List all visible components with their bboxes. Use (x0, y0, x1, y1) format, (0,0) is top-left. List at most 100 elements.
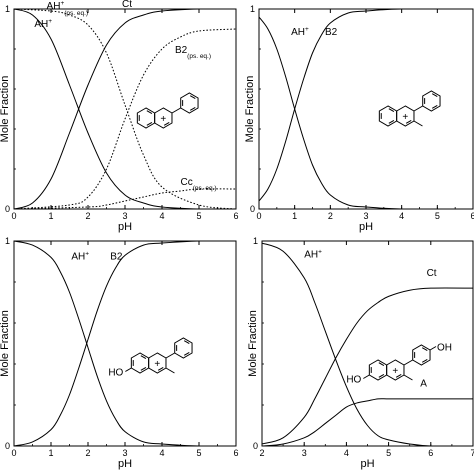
series-label: B2 (325, 27, 338, 38)
series-label-text: AH (291, 27, 305, 38)
y-tick-label: 1 (253, 236, 258, 246)
double-bond (189, 95, 196, 100)
7-4'-dihydroxy-3-methylflavylium-icon: + HO OH (346, 343, 452, 386)
x-tick-label: 4 (159, 211, 164, 221)
series-line-ah- (14, 241, 236, 446)
series-label: AH+ (34, 18, 52, 30)
series-line-cc-ps-eq- (14, 188, 236, 209)
bond (165, 367, 175, 374)
x-tick-label: 5 (196, 211, 201, 221)
series-label-text: Ct (427, 268, 437, 279)
x-axis-title: pH (359, 221, 373, 233)
series-label: AH+ (291, 26, 309, 38)
3-methylflavylium-icon: + (378, 90, 441, 127)
double-bond (431, 93, 438, 98)
x-tick-label: 2 (85, 211, 90, 221)
series-label: Ct (122, 0, 132, 10)
y-tick-label: 0 (253, 441, 258, 451)
double-bond (421, 347, 428, 352)
x-tick-label: 7 (470, 448, 474, 458)
y-axis-title: Mole Fraction (0, 310, 11, 377)
x-tick-label: 2 (328, 211, 333, 221)
series-label-sup: + (305, 26, 309, 33)
ring (422, 90, 441, 112)
x-tick-label: 1 (48, 211, 53, 221)
y-tick-label: 1 (5, 236, 10, 246)
hydroxy-label: OH (437, 343, 452, 354)
series-label: Cc(ps. eq.) (181, 177, 217, 192)
series-label-text: B2 (175, 45, 188, 56)
x-tick-label: 2 (259, 448, 264, 458)
series-line-b2 (14, 241, 236, 446)
bond (171, 107, 181, 114)
bond (165, 352, 175, 359)
double-bond (157, 366, 164, 371)
y-axis-title: Mole Fraction (247, 310, 259, 377)
series-label: B2 (110, 251, 123, 262)
double-bond (183, 351, 190, 356)
x-tick-label: 3 (122, 211, 127, 221)
series-line-a (262, 398, 473, 446)
series-label-sub: (ps. eq.) (187, 53, 211, 60)
x-tick-label: 6 (428, 448, 433, 458)
series-line-ah- (259, 16, 473, 209)
series-label-sup: + (85, 250, 89, 257)
series-line-ah- (262, 242, 473, 446)
y-axis-title: Mole Fraction (0, 76, 11, 143)
x-tick-label: 3 (122, 448, 127, 458)
x-tick-label: 6 (233, 211, 238, 221)
x-axis-title: pH (118, 221, 132, 233)
series-label: B2(ps. eq.) (175, 45, 211, 60)
series-label: AH+ (304, 248, 322, 260)
series-label-text: Cc (181, 177, 193, 188)
series-label: AH+ (71, 250, 89, 262)
double-bond (395, 373, 402, 378)
y-tick-label: 0 (250, 204, 255, 214)
x-tick-label: 1 (48, 448, 53, 458)
series-label-text: AH (34, 19, 48, 30)
ring (412, 344, 431, 366)
ring (180, 92, 199, 114)
ring (130, 352, 150, 374)
ring (378, 105, 398, 127)
x-tick-label: 4 (159, 448, 164, 458)
series-label-sup: + (60, 0, 64, 7)
y-tick-label: 1 (5, 4, 10, 14)
x-tick-label: 1 (292, 211, 297, 221)
series-line-ah- (14, 9, 236, 209)
x-tick-label: 0 (11, 448, 16, 458)
double-bond (431, 104, 438, 109)
series-label-sub: (ps. eq.) (193, 185, 217, 192)
y-tick-label: 0 (5, 204, 10, 214)
series-label-sup: + (318, 248, 322, 255)
series-label-sup: + (48, 18, 52, 25)
x-tick-label: 0 (11, 211, 16, 221)
bond (413, 120, 423, 127)
series-label-text: A (420, 379, 427, 390)
x-tick-label: 2 (85, 448, 90, 458)
x-tick-label: 6 (470, 211, 474, 221)
ring (174, 337, 193, 359)
y-tick-label: 0 (5, 441, 10, 451)
double-bond (146, 121, 153, 126)
x-tick-label: 4 (344, 448, 349, 458)
double-bond (388, 119, 395, 124)
plot-frame (13, 240, 237, 447)
x-tick-label: 5 (386, 448, 391, 458)
plot-frame (258, 8, 474, 210)
double-bond (183, 340, 190, 345)
bond (413, 105, 423, 112)
series-label-text: Ct (122, 0, 132, 10)
series-line-ah-ps-eq- (14, 9, 236, 209)
double-bond (140, 366, 147, 371)
x-tick-label: 3 (302, 448, 307, 458)
series-label-text: B2 (325, 27, 338, 38)
double-bond (146, 110, 153, 115)
bond (403, 359, 413, 366)
x-tick-label: 4 (399, 211, 404, 221)
plot-frame (13, 8, 237, 210)
